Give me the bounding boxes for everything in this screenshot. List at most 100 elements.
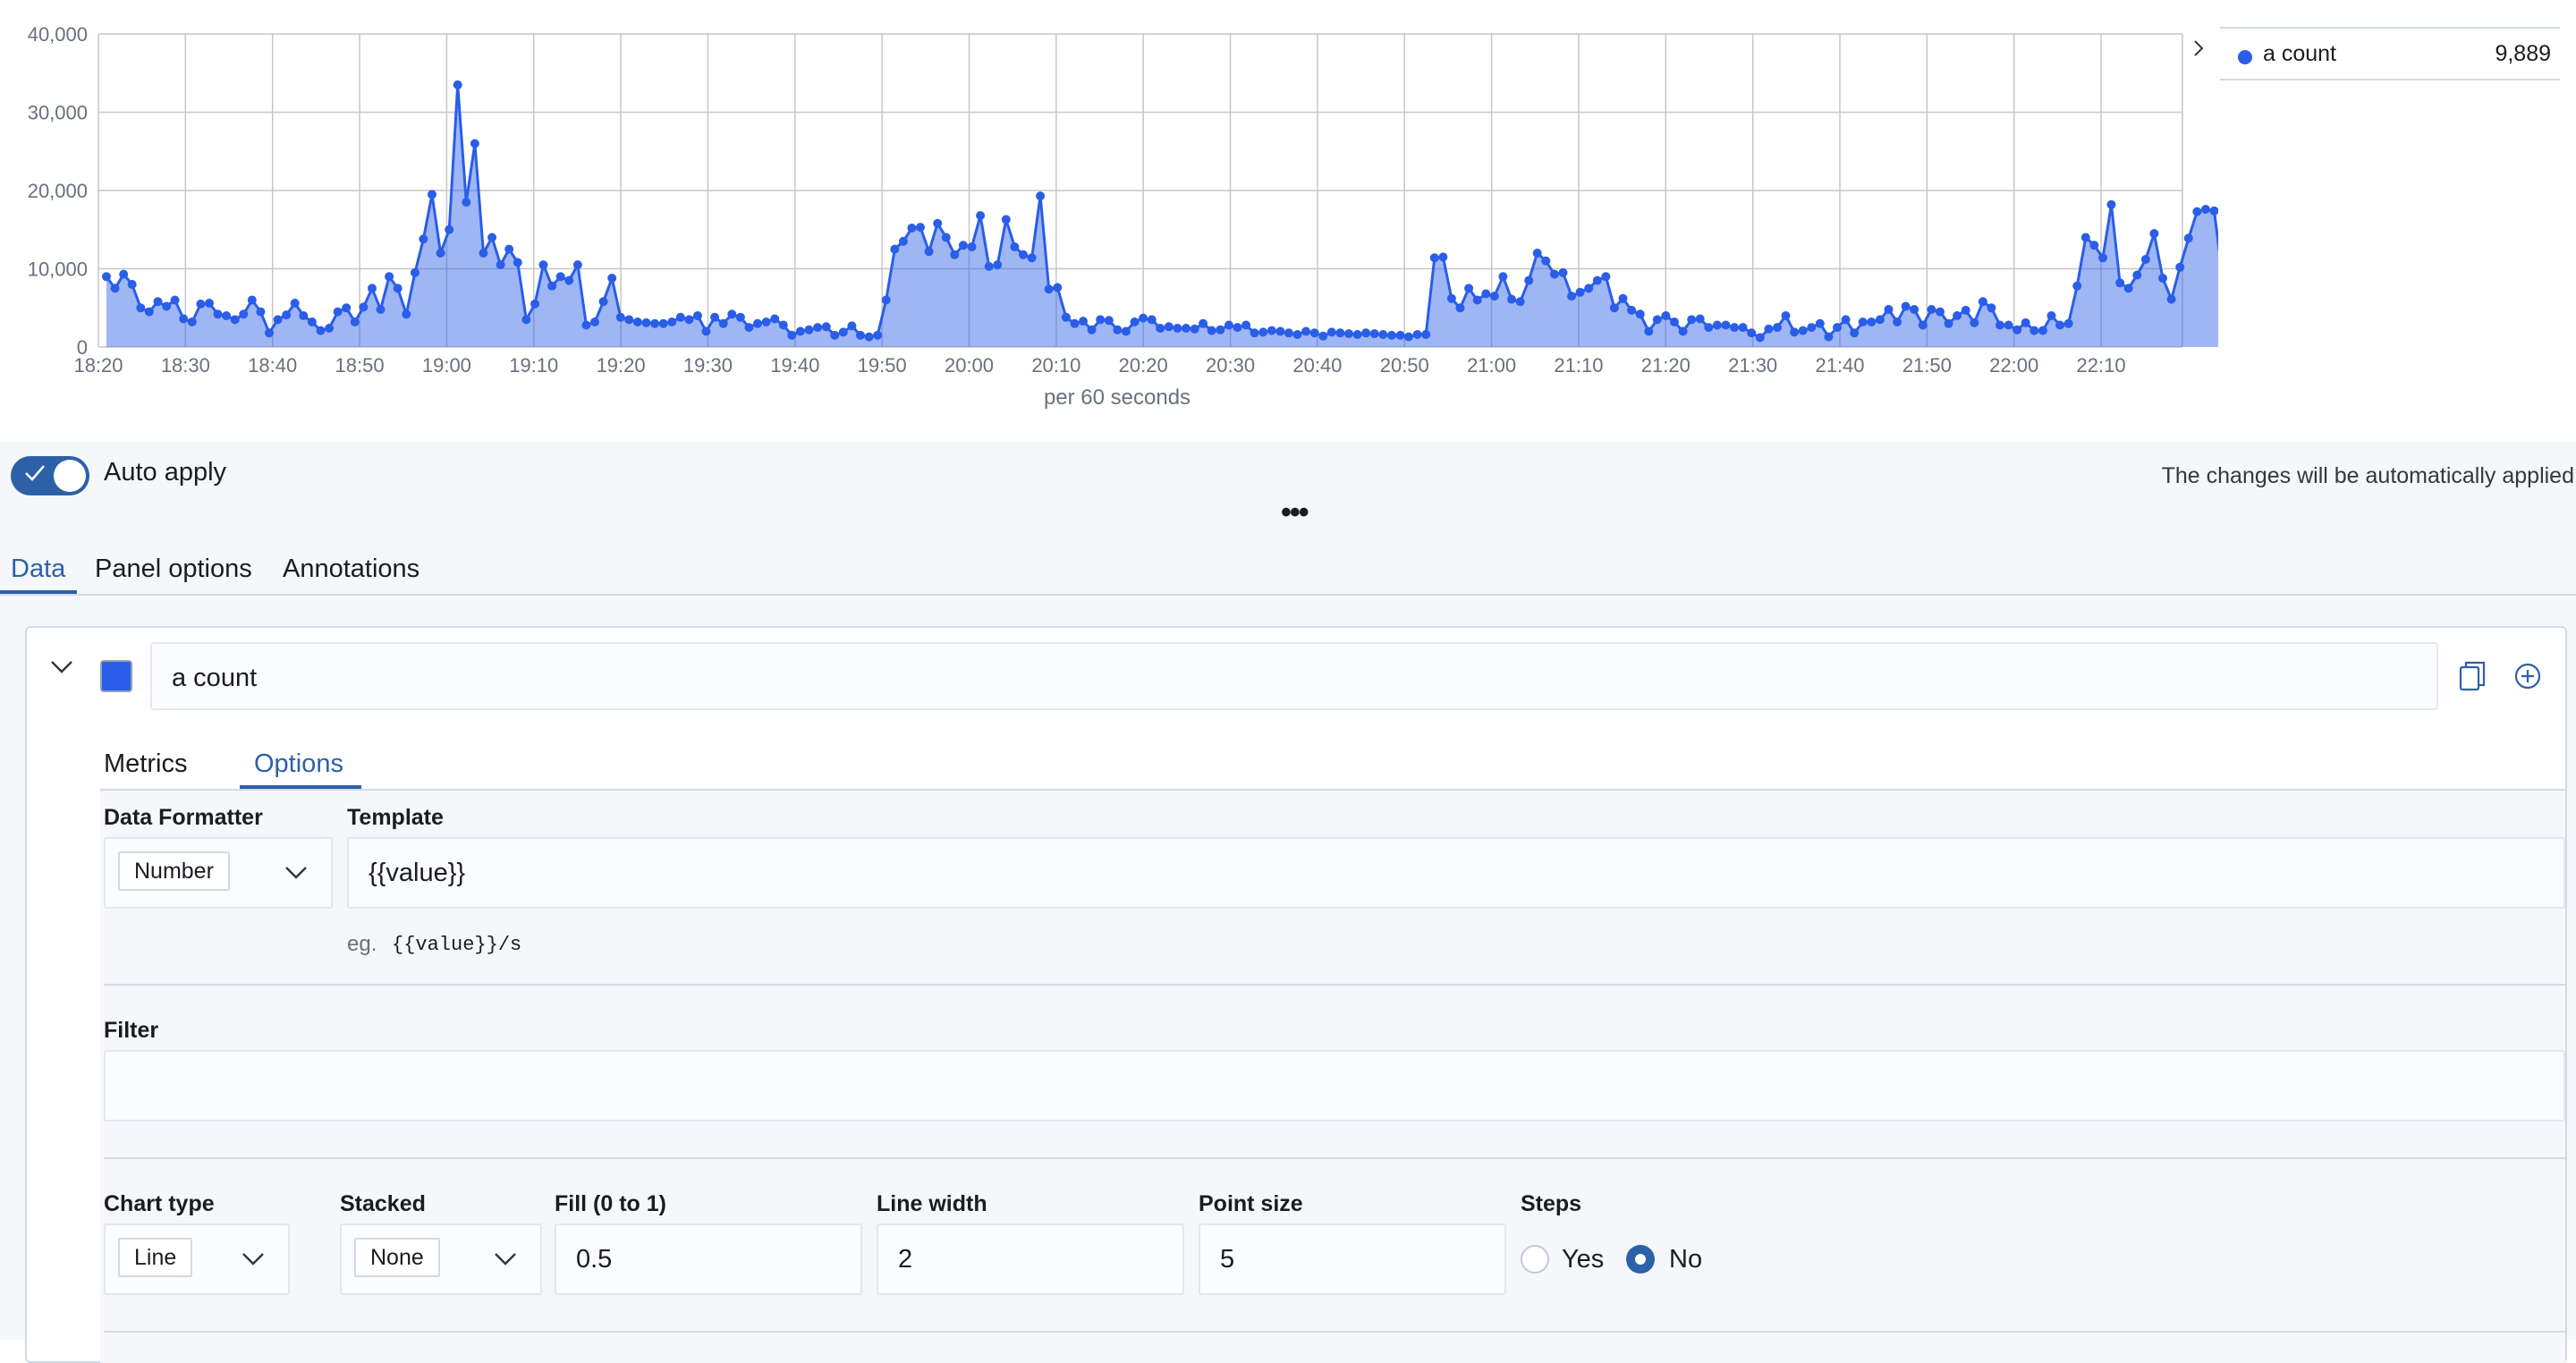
data-point[interactable]	[2166, 294, 2176, 304]
data-point[interactable]	[2123, 284, 2133, 293]
data-point[interactable]	[555, 272, 565, 282]
data-point[interactable]	[1404, 332, 1413, 342]
data-point[interactable]	[993, 260, 1003, 270]
data-point[interactable]	[1190, 324, 1199, 334]
data-point[interactable]	[718, 318, 728, 328]
data-point[interactable]	[1326, 327, 1336, 337]
data-point[interactable]	[607, 274, 617, 283]
data-point[interactable]	[1841, 315, 1851, 325]
data-point[interactable]	[881, 295, 891, 305]
data-point[interactable]	[1635, 309, 1645, 319]
data-point[interactable]	[1524, 275, 1534, 285]
line-width-input[interactable]: 2	[877, 1223, 1184, 1295]
data-point[interactable]	[513, 258, 522, 267]
data-point[interactable]	[1498, 272, 1508, 282]
data-point[interactable]	[179, 314, 189, 324]
data-point[interactable]	[1182, 324, 1191, 333]
data-point[interactable]	[770, 314, 780, 324]
data-point[interactable]	[136, 303, 146, 313]
data-point[interactable]	[316, 326, 326, 335]
data-point[interactable]	[487, 233, 497, 242]
data-point[interactable]	[496, 260, 505, 270]
data-point[interactable]	[1815, 318, 1825, 328]
data-point[interactable]	[1070, 318, 1080, 328]
data-point[interactable]	[2038, 326, 2047, 335]
data-point[interactable]	[958, 241, 968, 250]
data-point[interactable]	[1670, 317, 1679, 326]
data-point[interactable]	[290, 299, 300, 308]
point-size-input[interactable]: 5	[1199, 1223, 1506, 1295]
data-point[interactable]	[778, 320, 788, 330]
data-point[interactable]	[196, 299, 206, 309]
data-point[interactable]	[1695, 314, 1705, 324]
add-series-icon[interactable]	[2513, 662, 2542, 690]
legend-collapse-icon[interactable]	[2188, 38, 2209, 59]
data-point[interactable]	[127, 280, 137, 289]
data-point[interactable]	[1087, 325, 1097, 334]
data-point[interactable]	[1712, 320, 1722, 330]
data-point[interactable]	[761, 317, 771, 326]
data-point[interactable]	[1884, 305, 1894, 314]
data-point[interactable]	[1429, 253, 1439, 263]
data-point[interactable]	[2149, 229, 2159, 239]
data-point[interactable]	[2021, 317, 2030, 327]
legend-item[interactable]: a count 9,889	[2220, 27, 2560, 80]
data-point[interactable]	[445, 224, 454, 234]
data-point[interactable]	[1036, 191, 1046, 201]
data-point[interactable]	[753, 318, 762, 328]
data-point[interactable]	[1044, 284, 1054, 294]
data-point[interactable]	[368, 284, 377, 293]
data-point[interactable]	[1455, 303, 1465, 313]
data-point[interactable]	[1001, 215, 1011, 224]
data-point[interactable]	[162, 301, 172, 311]
data-point[interactable]	[1575, 287, 1585, 297]
steps-yes-radio[interactable]	[1521, 1245, 1549, 1274]
more-options-icon[interactable]: •••	[1281, 495, 1309, 529]
data-point[interactable]	[1918, 320, 1928, 330]
data-point[interactable]	[1361, 328, 1371, 338]
data-point[interactable]	[547, 281, 557, 291]
data-point[interactable]	[265, 328, 274, 338]
data-point[interactable]	[941, 233, 951, 242]
data-point[interactable]	[1147, 315, 1157, 325]
data-point[interactable]	[933, 218, 943, 228]
data-point[interactable]	[393, 284, 402, 293]
data-point[interactable]	[470, 139, 479, 148]
data-point[interactable]	[950, 250, 960, 259]
data-point[interactable]	[1207, 326, 1216, 335]
data-point[interactable]	[1953, 311, 1962, 320]
data-point[interactable]	[1250, 328, 1259, 338]
data-point[interactable]	[1113, 325, 1123, 334]
data-point[interactable]	[1027, 253, 1037, 263]
data-point[interactable]	[590, 317, 599, 326]
data-point[interactable]	[804, 325, 814, 334]
data-point[interactable]	[1472, 295, 1482, 305]
data-point[interactable]	[2055, 320, 2065, 330]
data-point[interactable]	[924, 247, 934, 257]
data-point[interactable]	[1309, 328, 1319, 338]
data-point[interactable]	[102, 272, 111, 282]
data-point[interactable]	[521, 315, 531, 325]
data-point[interactable]	[410, 267, 419, 277]
data-point[interactable]	[479, 249, 488, 258]
data-point[interactable]	[376, 305, 386, 314]
steps-no-label[interactable]: No	[1669, 1245, 1703, 1274]
data-point[interactable]	[795, 326, 805, 336]
data-point[interactable]	[2192, 207, 2202, 216]
series-label-input[interactable]: a count	[150, 642, 2438, 710]
data-point[interactable]	[1241, 320, 1250, 330]
data-point[interactable]	[119, 269, 129, 279]
data-point[interactable]	[787, 330, 797, 340]
data-point[interactable]	[598, 297, 608, 307]
data-point[interactable]	[1824, 332, 1834, 342]
data-point[interactable]	[307, 317, 317, 326]
data-point[interactable]	[813, 323, 823, 333]
data-point[interactable]	[187, 317, 197, 326]
data-point[interactable]	[530, 299, 539, 309]
data-point[interactable]	[453, 80, 462, 89]
data-point[interactable]	[1773, 323, 1782, 333]
data-point[interactable]	[984, 261, 994, 271]
data-point[interactable]	[538, 260, 548, 270]
data-formatter-select[interactable]: Number	[104, 837, 333, 909]
data-point[interactable]	[402, 309, 411, 319]
